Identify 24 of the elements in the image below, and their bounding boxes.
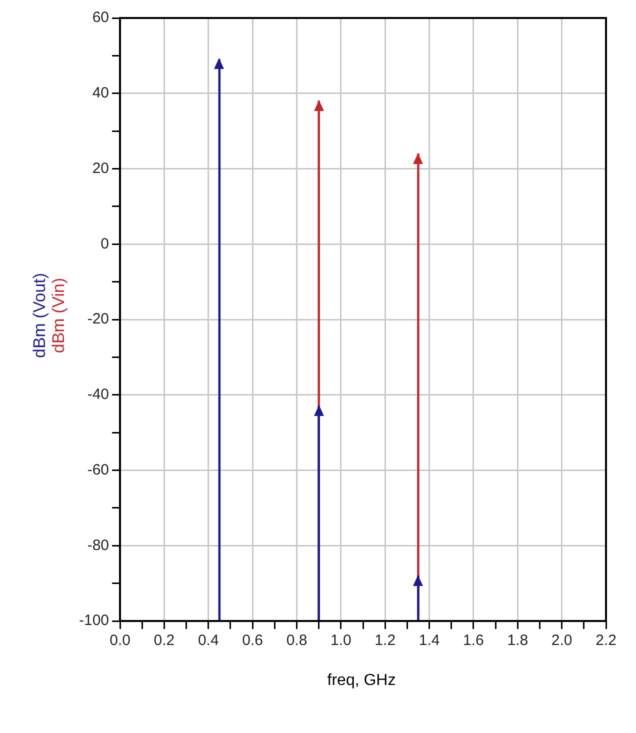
- x-tick-label: 1.8: [507, 632, 528, 650]
- x-tick-label: 1.4: [418, 632, 440, 650]
- x-tick-label: 1.2: [374, 632, 396, 650]
- y-tick-label: -40: [87, 386, 110, 404]
- y-tick-label: 0: [100, 235, 110, 252]
- x-tick-label: 1.6: [463, 632, 484, 650]
- x-tick-label: 0.0: [110, 632, 130, 650]
- y-tick-label: 60: [92, 9, 110, 26]
- x-axis-title: freq, GHz: [326, 672, 397, 690]
- y-tick-label: 20: [92, 160, 110, 177]
- y-tick-label: -80: [87, 536, 110, 554]
- y-tick-label: 40: [92, 84, 110, 102]
- y-tick-label: -60: [87, 461, 110, 478]
- text: dBm (Vin): [49, 276, 68, 355]
- x-tick-label: 2.0: [551, 632, 572, 650]
- text: dBm (Vout): [30, 272, 49, 358]
- x-tick-label: 0.6: [242, 632, 263, 650]
- x-tick-label: 1.0: [330, 632, 352, 650]
- x-tick-label: 0.2: [154, 632, 175, 650]
- x-tick-label: 0.4: [198, 632, 219, 650]
- x-tick-label: 2.2: [596, 632, 616, 650]
- y-tick-label: -100: [78, 612, 110, 630]
- y-tick-label: -20: [87, 310, 110, 328]
- x-tick-label: 0.8: [286, 632, 308, 650]
